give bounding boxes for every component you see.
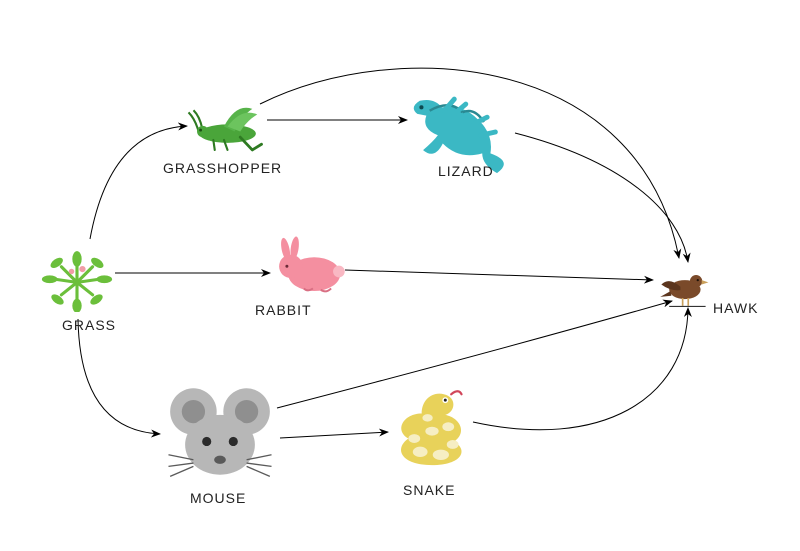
- rabbit-node: [270, 232, 348, 298]
- grass-label: GRASS: [62, 317, 116, 333]
- grasshopper-node: [185, 92, 270, 154]
- edge-snake-to-hawk: [473, 308, 688, 430]
- grass-node: [38, 234, 116, 312]
- rabbit-label: RABBIT: [255, 302, 312, 318]
- hawk-node: [658, 258, 714, 310]
- hawk-label: HAWK: [713, 300, 758, 316]
- edge-grass-to-grasshopper: [90, 126, 187, 239]
- hawk-icon: [658, 258, 714, 310]
- grass-icon: [38, 234, 116, 312]
- snake-icon: [386, 378, 478, 474]
- rabbit-icon: [270, 232, 348, 298]
- edge-lizard-to-hawk: [515, 133, 688, 262]
- edge-mouse-to-snake: [280, 432, 388, 438]
- mouse-icon: [160, 380, 280, 488]
- snake-node: [386, 378, 478, 474]
- snake-label: SNAKE: [403, 482, 455, 498]
- grasshopper-label: GRASSHOPPER: [163, 160, 282, 176]
- mouse-label: MOUSE: [190, 490, 246, 506]
- grasshopper-icon: [185, 92, 270, 154]
- edge-grass-to-mouse: [78, 319, 160, 434]
- mouse-node: [160, 380, 280, 488]
- edge-rabbit-to-hawk: [345, 270, 653, 280]
- lizard-label: LIZARD: [438, 163, 494, 179]
